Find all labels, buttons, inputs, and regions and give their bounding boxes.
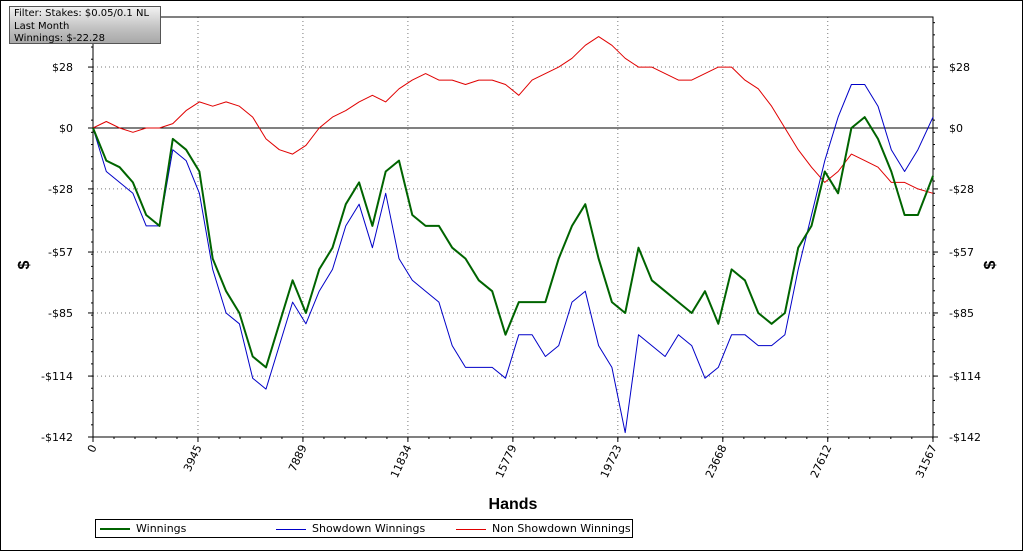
y-tick-label-right: $28 (949, 61, 970, 74)
x-tick-label: 19723 (598, 443, 625, 480)
filter-period-label: Last Month (14, 20, 70, 32)
legend-item-non-showdown: Non Showdown Winnings (456, 520, 631, 537)
y-tick-label-right: -$28 (949, 183, 974, 196)
y-tick-label-right: -$114 (949, 370, 981, 383)
y-tick-label-left: $28 (52, 61, 73, 74)
y-tick-label-left: -$28 (48, 183, 73, 196)
x-tick-label: 3945 (181, 443, 205, 474)
y-tick-label-left: -$85 (48, 307, 73, 320)
y-tick-label-left: -$57 (48, 246, 73, 259)
y-tick-label-right: $0 (949, 122, 963, 135)
legend-label-winnings: Winnings (136, 522, 187, 535)
x-tick-label: 23668 (703, 443, 730, 480)
series-line-showdown (92, 84, 934, 434)
y-tick-label-right: -$85 (949, 307, 974, 320)
filter-stakes-label: Filter: Stakes: $0.05/0.1 NL (14, 8, 150, 19)
y-axis-title-left: $ (16, 260, 33, 269)
legend-swatch-winnings (100, 528, 130, 530)
x-tick-label: 27612 (808, 443, 835, 480)
y-tick-label-left: $0 (59, 122, 73, 135)
y-tick-label-right: -$57 (949, 246, 974, 259)
x-tick-label: 11834 (388, 443, 415, 480)
y-axis-title-right: $ (982, 260, 999, 269)
x-tick-label: 0 (85, 443, 100, 455)
filter-info-box: Filter: Stakes: $0.05/0.1 NL Last Month … (9, 6, 161, 44)
legend-item-winnings: Winnings (100, 520, 186, 537)
x-tick-label: 15779 (493, 443, 520, 480)
x-tick-label: 31567 (913, 443, 940, 480)
y-tick-label-left: -$114 (41, 370, 73, 383)
legend-label-showdown: Showdown Winnings (312, 522, 426, 535)
legend-swatch-showdown (276, 528, 306, 530)
series-line-non-showdown (92, 36, 934, 194)
legend-label-non-showdown: Non Showdown Winnings (492, 522, 631, 535)
series-line-winnings (92, 116, 934, 369)
legend-item-showdown: Showdown Winnings (276, 520, 425, 537)
chart-legend: Winnings Showdown Winnings Non Showdown … (95, 519, 633, 538)
legend-swatch-non-showdown (456, 528, 486, 530)
x-axis-title: Hands (489, 496, 538, 513)
x-tick-label: 7889 (286, 443, 310, 474)
filter-winnings-label: Winnings: $-22.28 (14, 33, 105, 44)
y-tick-label-right: -$142 (949, 431, 981, 444)
y-tick-label-left: -$142 (41, 431, 73, 444)
